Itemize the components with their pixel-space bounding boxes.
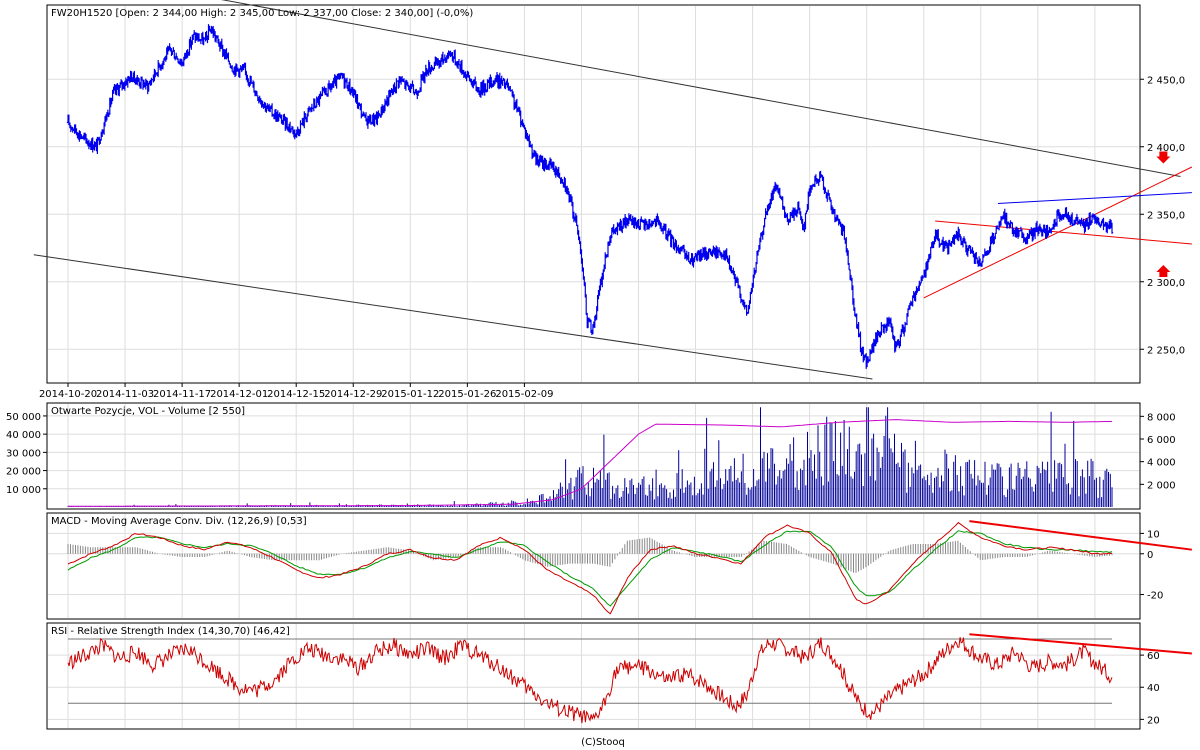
price-arrow-down-marker <box>1156 151 1171 164</box>
macd-signal-line <box>67 530 1113 607</box>
price-x-tick-label: 2015-01-26 <box>438 389 496 400</box>
price-resistance-line <box>997 192 1192 204</box>
price-x-tick-label: 2014-12-15 <box>267 389 325 400</box>
price-y-tick-label: 2 400,0 <box>1147 143 1185 154</box>
open-interest-line <box>68 419 1113 507</box>
volume-left-tick-label: 40 000 <box>6 430 41 441</box>
macd-y-tick-label: 0 <box>1147 550 1153 561</box>
price-x-tick-label: 2014-12-01 <box>210 389 268 400</box>
volume-left-tick-label: 10 000 <box>6 485 41 496</box>
price-y-tick-label: 2 250,0 <box>1147 345 1185 356</box>
volume-left-tick-label: 20 000 <box>6 467 41 478</box>
volume-left-tick-label: 30 000 <box>6 448 41 459</box>
price-y-tick-label: 2 450,0 <box>1147 75 1185 86</box>
rsi-y-tick-label: 20 <box>1147 715 1160 726</box>
price-x-tick-label: 2014-11-17 <box>153 389 211 400</box>
volume-layer <box>48 404 1139 508</box>
macd-panel <box>46 512 1141 620</box>
footer-credit: (C)Stooq <box>581 737 625 748</box>
volume-right-tick-label: 4 000 <box>1147 458 1176 469</box>
price-x-tick-label: 2014-10-20 <box>39 389 97 400</box>
price-series <box>66 24 1114 369</box>
volume-panel-title: Otwarte Pozycje, VOL - Volume [2 550] <box>51 406 245 417</box>
price-channel-lower-line <box>33 254 873 380</box>
volume-left-tick-label: 50 000 <box>6 412 41 423</box>
price-panel-title: FW20H1520 [Open: 2 344,00 High: 2 345,00… <box>51 8 473 19</box>
price-y-tick-label: 2 350,0 <box>1147 210 1185 221</box>
rsi-line <box>67 637 1113 724</box>
macd-y-tick-label: -20 <box>1147 591 1163 602</box>
price-trend-upper-line <box>923 166 1193 299</box>
price-x-tick-label: 2015-01-12 <box>381 389 439 400</box>
price-x-tick-label: 2015-02-09 <box>495 389 553 400</box>
price-trend-lines <box>33 0 1193 380</box>
rsi-panel-title: RSI - Relative Strength Index (14,30,70)… <box>51 626 290 637</box>
price-x-tick-label: 2014-12-29 <box>324 389 382 400</box>
volume-right-tick-label: 2 000 <box>1147 480 1176 491</box>
macd-layer <box>48 514 1193 618</box>
rsi-downtrend-line <box>969 633 1192 655</box>
rsi-y-tick-label: 60 <box>1147 651 1160 662</box>
price-arrow-up-marker <box>1156 264 1171 277</box>
volume-right-tick-label: 8 000 <box>1147 412 1176 423</box>
price-trend-lower-line <box>935 220 1192 245</box>
rsi-layer <box>48 624 1192 728</box>
macd-line <box>67 521 1113 615</box>
price-y-tick-label: 2 300,0 <box>1147 278 1185 289</box>
rsi-y-tick-label: 40 <box>1147 683 1160 694</box>
axis-labels: 2 450,0 2 400,0 2 350,0 2 300,0 2 250,0 2014-… <box>6 75 1185 726</box>
macd-histogram <box>67 537 1113 573</box>
price-channel-upper-line <box>221 0 1181 177</box>
volume-right-tick-label: 6 000 <box>1147 435 1176 446</box>
macd-panel-title: MACD - Moving Average Conv. Div. (12,26,… <box>51 516 307 527</box>
price-x-tick-label: 2014-11-03 <box>96 389 154 400</box>
macd-downtrend-line <box>969 520 1193 551</box>
price-ohlc-bars <box>66 24 1114 369</box>
macd-y-tick-label: 10 <box>1147 529 1160 540</box>
